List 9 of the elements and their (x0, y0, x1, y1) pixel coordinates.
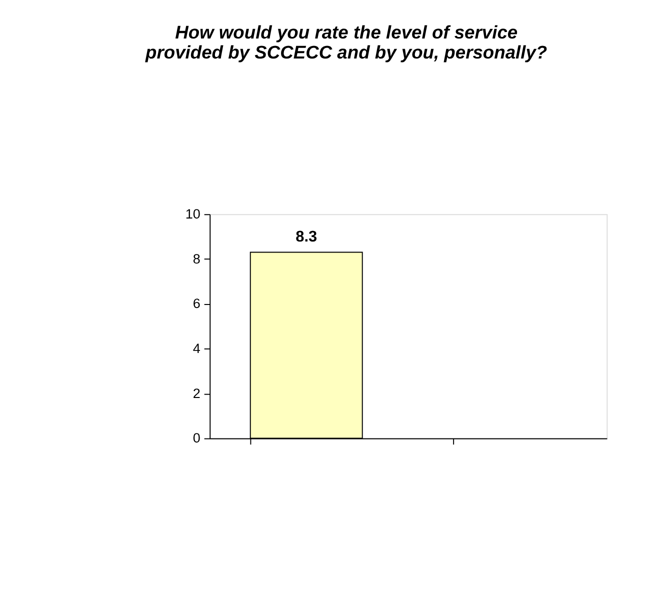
y-tick-label: 6 (192, 296, 200, 312)
y-tick-label: 0 (192, 430, 200, 446)
text: How would you rate the level of service (175, 21, 518, 42)
text: provided by SCCECC and by you, personally? (146, 42, 548, 63)
y-tick-label: 2 (192, 386, 200, 401)
data-label: 8.3 (296, 228, 318, 246)
y-tick-label: 10 (185, 206, 200, 222)
y-tick-label: 8 (192, 251, 200, 266)
y-tick-label: 4 (192, 340, 201, 356)
